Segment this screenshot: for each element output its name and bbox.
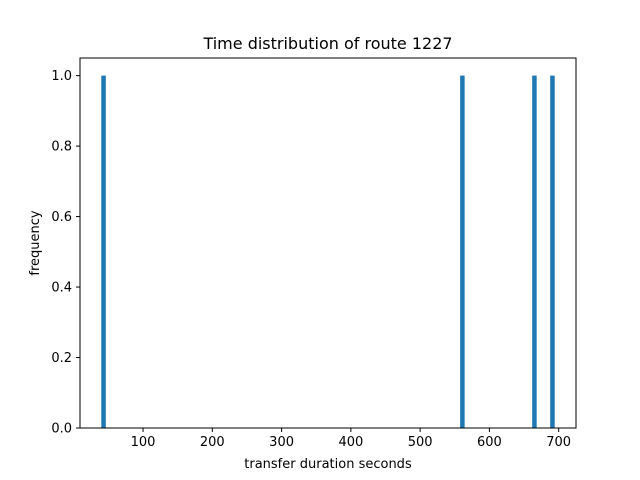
x-tick-label-6: 700 — [546, 435, 571, 450]
x-tick-label-2: 300 — [269, 435, 294, 450]
chart-title: Time distribution of route 1227 — [202, 34, 452, 53]
x-axis-label: transfer duration seconds — [244, 457, 412, 472]
y-ticks: 0.0 0.2 0.4 0.6 0.8 1.0 — [51, 69, 80, 437]
bars-group — [101, 75, 555, 428]
bar-1 — [460, 75, 465, 428]
bar-0 — [101, 75, 106, 428]
plot-frame — [79, 57, 577, 429]
bar-2 — [532, 75, 537, 428]
x-ticks: 100 200 300 400 500 600 700 — [131, 428, 571, 450]
y-tick-label-4: 0.8 — [51, 140, 72, 155]
y-tick-label-0: 0.0 — [51, 422, 72, 437]
x-tick-label-0: 100 — [131, 435, 156, 450]
x-tick-label-3: 400 — [338, 435, 363, 450]
x-tick-label-4: 500 — [408, 435, 433, 450]
y-axis-label: frequency — [28, 210, 43, 276]
y-tick-label-3: 0.6 — [51, 210, 72, 225]
y-tick-label-5: 1.0 — [51, 69, 72, 84]
x-tick-label-5: 600 — [477, 435, 502, 450]
bar-3 — [550, 75, 555, 428]
y-tick-label-1: 0.2 — [51, 351, 72, 366]
y-tick-label-2: 0.4 — [51, 281, 72, 296]
x-tick-label-1: 200 — [200, 435, 225, 450]
